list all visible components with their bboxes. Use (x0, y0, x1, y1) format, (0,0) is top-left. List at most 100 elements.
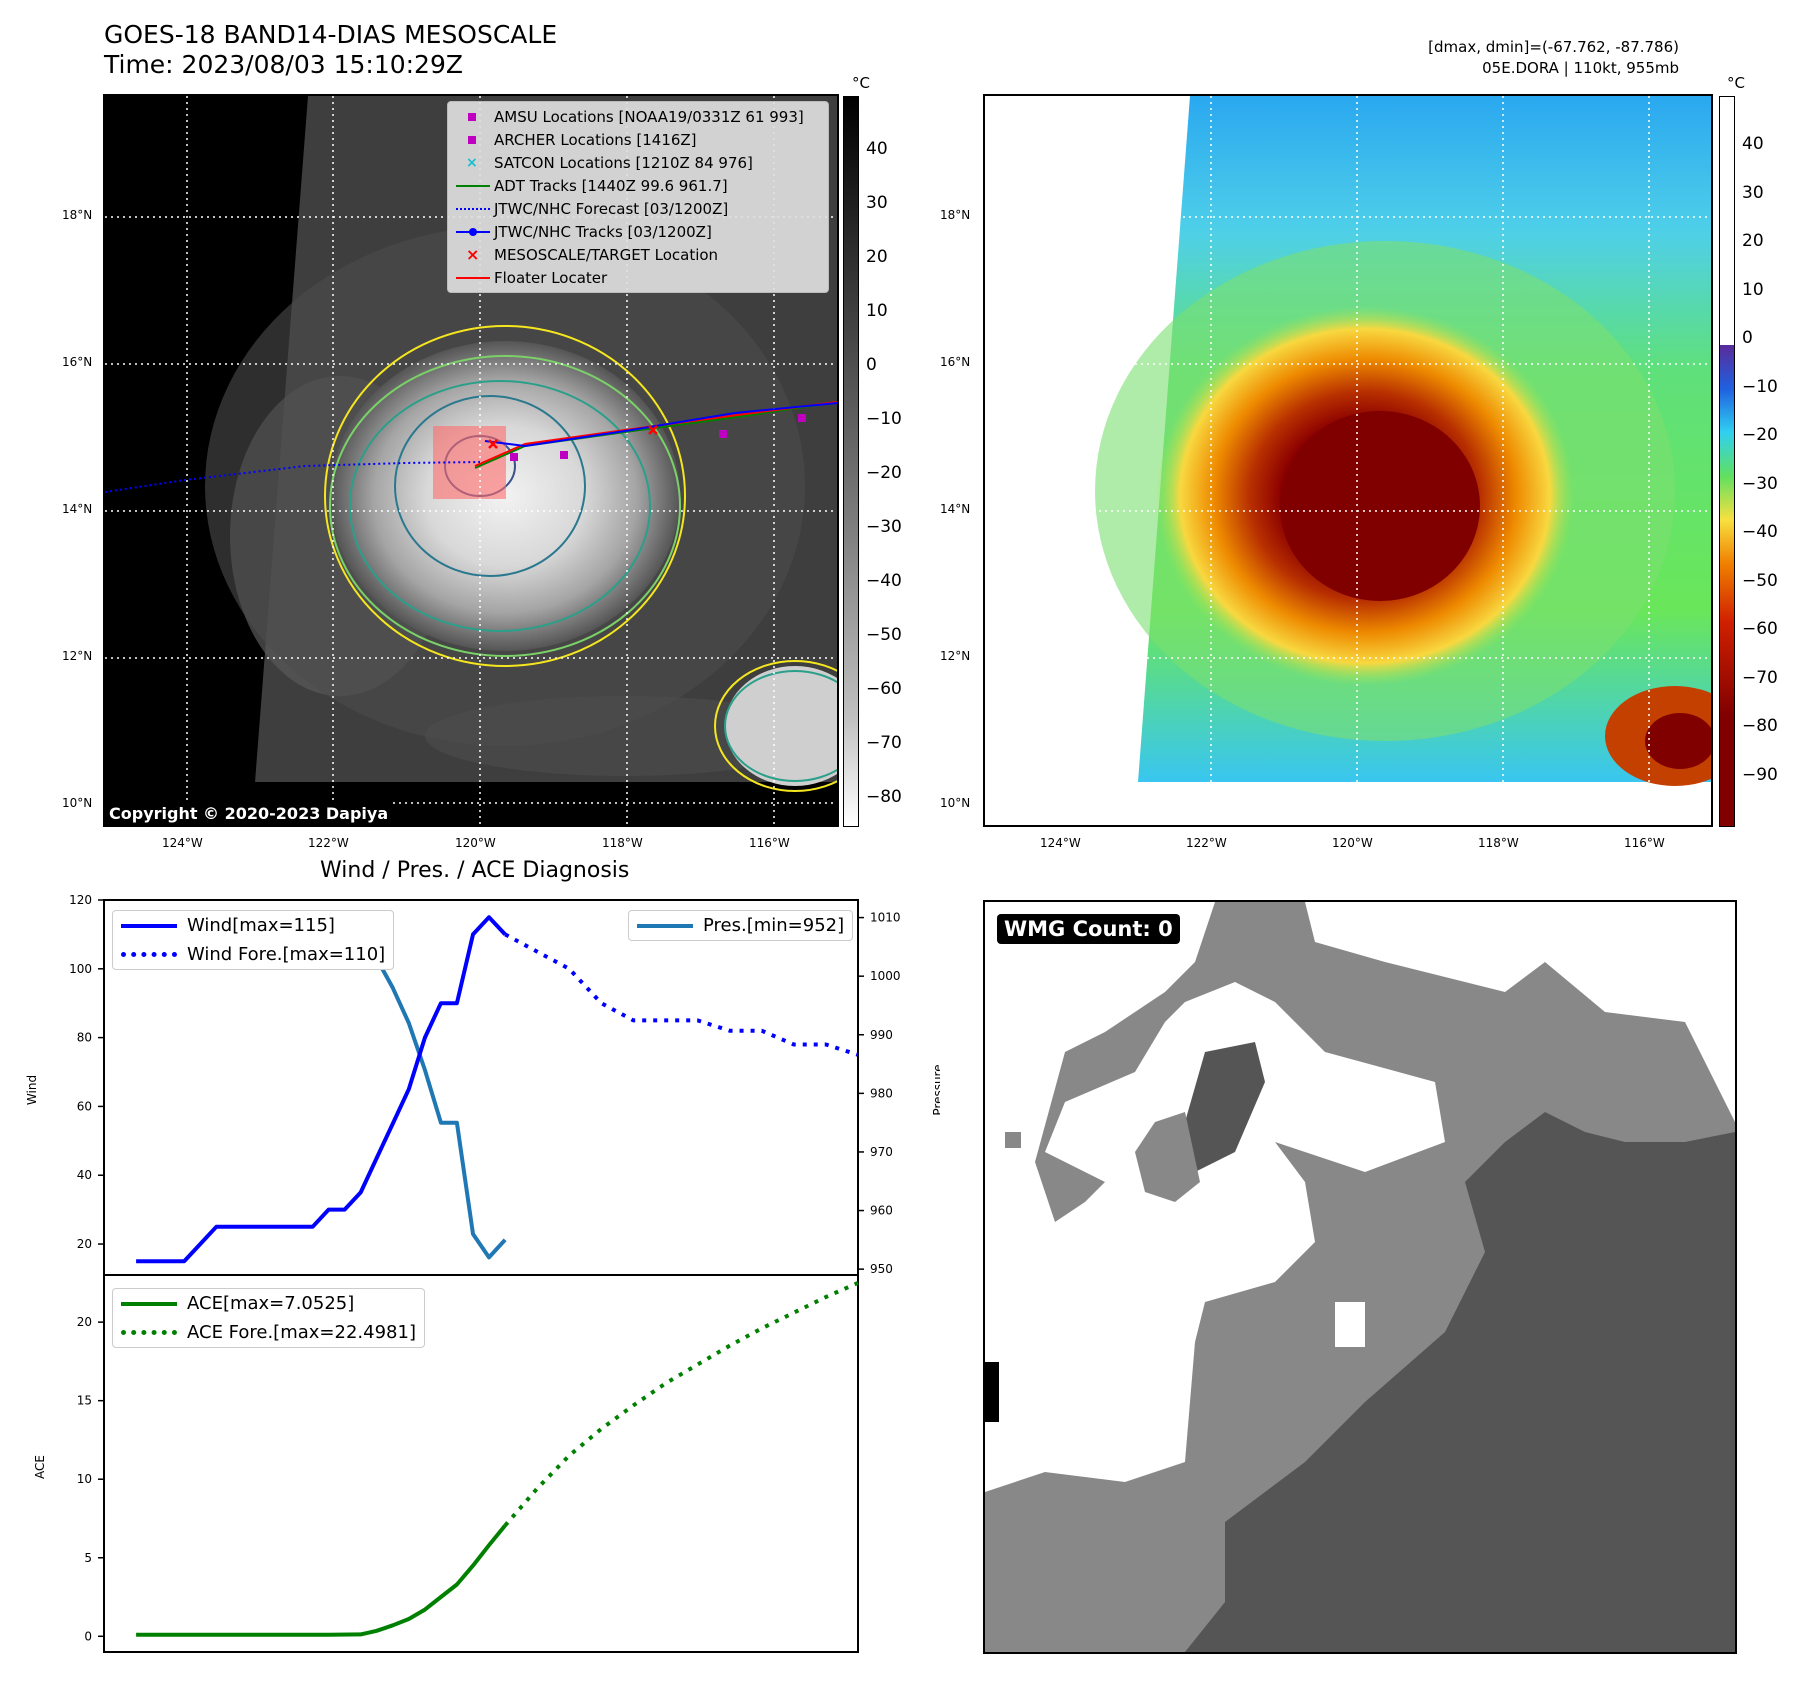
colorbar-tick-label: −60 (1742, 619, 1778, 639)
pressure-legend: Pres.[min=952] (628, 910, 854, 941)
colorbar-gray-unit: °C (852, 74, 870, 92)
ace-forecast-series-line (503, 1281, 859, 1527)
y-tick-label: 120 (69, 893, 92, 907)
colorbar-tick-label: −30 (866, 517, 902, 537)
colorbar-tick-label: 0 (1742, 328, 1753, 348)
colorbar-tick-label: −50 (1742, 570, 1778, 591)
figure-title: GOES-18 BAND14-DIAS MESOSCALE (104, 20, 558, 49)
lon-label: 120°W (455, 836, 496, 850)
diagnosis-title: Wind / Pres. / ACE Diagnosis (320, 858, 630, 883)
colorbar-tick-label: 30 (1742, 182, 1764, 203)
figure-time: Time: 2023/08/03 15:10:29Z (104, 50, 463, 79)
legend-ace: ACE[max=7.0525] (113, 1289, 424, 1318)
colorbar-tick-label: 20 (866, 247, 888, 267)
wind-forecast-series-line (504, 932, 859, 1057)
y-tick-label: 20 (77, 1315, 92, 1329)
ace-axis-label: ACE (33, 1455, 47, 1479)
colorbar-tick-label: −30 (1742, 473, 1778, 494)
colorbar-color (1719, 96, 1735, 827)
lat-label: 16°N (62, 355, 93, 369)
lon-label: 118°W (1478, 836, 1519, 850)
y-tick-label: 5 (84, 1551, 92, 1565)
legend-item-satcon: × SATCON Locations [1210Z 84 976] (466, 153, 753, 172)
y-tick-label: 100 (69, 962, 92, 976)
y-tick-label: 40 (77, 1168, 92, 1182)
y-tick-label: 960 (870, 1204, 893, 1218)
storm-info-label: 05E.DORA | 110kt, 955mb (1482, 59, 1679, 77)
colorbar-tick-label: −60 (866, 679, 902, 699)
colorbar-tick-label: 20 (1742, 231, 1764, 251)
lon-label: 116°W (749, 836, 790, 850)
colorbar-tick-label: 40 (866, 139, 888, 159)
colorbar-tick-label: −70 (1742, 667, 1778, 688)
legend-wind: Wind[max=115] (113, 911, 393, 940)
pressure-axis-label: Pressure (931, 1064, 940, 1115)
colorbar-tick-label: −80 (1742, 716, 1778, 736)
lat-label: 18°N (62, 208, 93, 222)
ace-series-line (136, 1524, 507, 1637)
legend-item-amsu: AMSU Locations [NOAA19/0331Z 61 993] (448, 105, 828, 128)
legend-item-floater: Floater Locater (448, 266, 828, 289)
lat-label: 10°N (62, 796, 93, 810)
wind-legend: Wind[max=115] Wind Fore.[max=110] (112, 910, 395, 970)
legend-wind-forecast: Wind Fore.[max=110] (113, 940, 393, 969)
wind-axis-label: Wind (25, 1075, 39, 1105)
wind-y-axis: 20 40 60 80 100 120 (69, 893, 104, 1251)
colorbar-gray (843, 96, 859, 827)
colorbar-tick-label: −20 (866, 463, 902, 483)
lat-label: 10°N (940, 796, 971, 810)
wmg-count-badge: WMG Count: 0 (997, 914, 1180, 944)
pressure-y-axis: 950 960 970 980 990 1000 1010 (858, 911, 901, 1276)
legend-ace-forecast: ACE Fore.[max=22.4981] (113, 1318, 424, 1347)
colorbar-gray-ticks: 40 30 20 10 0 −10 −20 −30 −40 −50 −60 −70 −80 (866, 96, 916, 825)
colorbar-tick-label: −10 (866, 409, 902, 429)
colorbar-tick-label: −10 (1742, 376, 1778, 397)
ace-legend: ACE[max=7.0525] ACE Fore.[max=22.4981] (112, 1288, 425, 1348)
y-tick-label: 80 (77, 1031, 92, 1045)
colorbar-tick-label: −70 (866, 733, 902, 753)
y-tick-label: 60 (77, 1099, 92, 1113)
legend-pressure: Pres.[min=952] (629, 911, 852, 940)
y-tick-label: 10 (77, 1472, 92, 1486)
y-tick-label: 990 (870, 1028, 893, 1042)
y-tick-label: 0 (84, 1629, 92, 1643)
y-tick-label: 970 (870, 1145, 893, 1159)
colorbar-tick-label: −90 (1742, 764, 1778, 785)
colorbar-tick-label: −40 (866, 571, 902, 591)
lat-label: 14°N (62, 502, 93, 516)
colorbar-tick-label: 40 (1742, 134, 1764, 154)
colorbar-tick-label: −80 (866, 787, 902, 807)
lat-label: 14°N (940, 502, 971, 516)
colorbar-tick-label: 30 (866, 193, 888, 213)
y-tick-label: 1010 (870, 911, 901, 925)
lon-label: 120°W (1332, 836, 1373, 850)
lat-label: 12°N (940, 649, 971, 663)
dmax-dmin-label: [dmax, dmin]=(-67.762, -87.786) (1428, 38, 1679, 56)
wmg-panel: WMG Count: 0 (983, 900, 1737, 1654)
diagnosis-chart: 20 40 60 80 100 120 950 960 970 980 990 1000 1010 0… (25, 893, 940, 1653)
colorbar-color-unit: °C (1727, 74, 1745, 92)
grayscale-ir-map: Copyright © 2020-2023 Dapiya AMSU Locati… (103, 94, 839, 827)
colorbar-tick-label: 10 (1742, 279, 1764, 300)
lon-label: 124°W (162, 836, 203, 850)
colorbar-tick-label: 10 (866, 301, 888, 321)
lon-label: 118°W (602, 836, 643, 850)
colorbar-tick-label: −50 (866, 625, 902, 645)
colorbar-tick-label: −20 (1742, 425, 1778, 445)
y-tick-label: 980 (870, 1086, 893, 1100)
y-tick-label: 1000 (870, 969, 901, 983)
lat-label: 16°N (940, 355, 971, 369)
lon-label: 124°W (1040, 836, 1081, 850)
legend-item-target: × MESOSCALE/TARGET Location (466, 244, 719, 264)
color-ir-map (983, 94, 1713, 827)
y-tick-label: 950 (870, 1262, 893, 1276)
lat-label: 12°N (62, 649, 93, 663)
ace-y-axis: 0 5 10 15 20 (77, 1315, 104, 1643)
legend-item-adt: ADT Tracks [1440Z 99.6 961.7] (448, 174, 828, 197)
lon-label: 122°W (308, 836, 349, 850)
colorbar-tick-label: −40 (1742, 522, 1778, 542)
legend-item-forecast: JTWC/NHC Forecast [03/1200Z] (448, 197, 828, 220)
y-tick-label: 20 (77, 1237, 92, 1251)
legend-item-archer: ARCHER Locations [1416Z] (448, 128, 828, 151)
lon-label: 116°W (1624, 836, 1665, 850)
